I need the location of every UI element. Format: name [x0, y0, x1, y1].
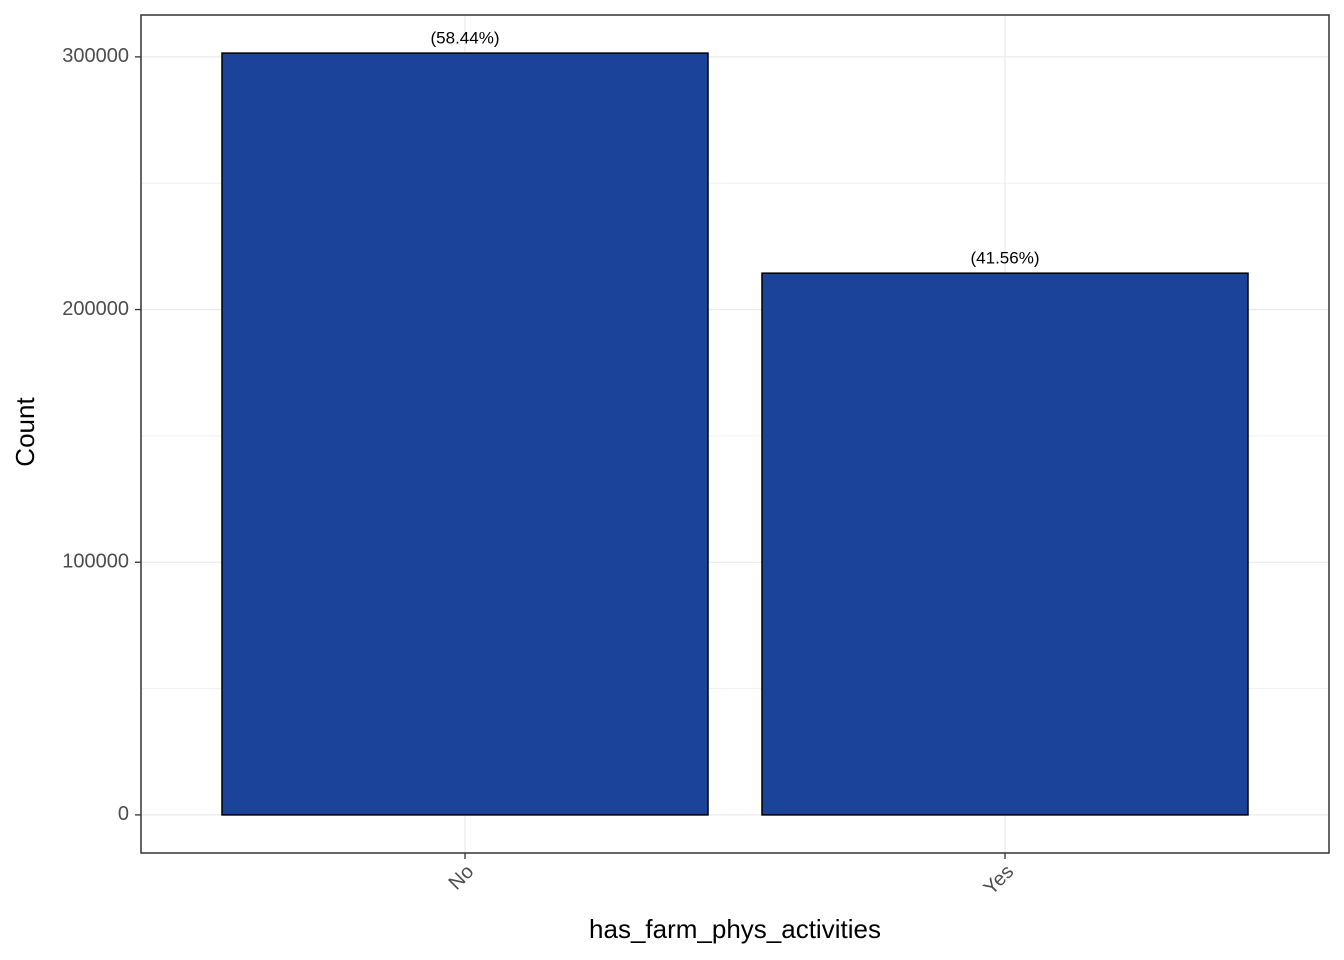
x-tick-label: No — [445, 861, 479, 895]
bar-label: (58.44%) — [431, 29, 500, 48]
bar-label: (41.56%) — [971, 249, 1040, 268]
y-tick-label: 200000 — [62, 298, 129, 320]
y-tick-label: 0 — [118, 803, 129, 825]
bar — [761, 272, 1249, 816]
y-tick-label: 100000 — [62, 551, 129, 573]
panel-border — [140, 14, 1330, 854]
bar — [221, 52, 709, 816]
x-tick-label: Yes — [980, 861, 1019, 900]
y-tick-label: 300000 — [62, 45, 129, 67]
x-axis-title: has_farm_phys_activities — [589, 914, 881, 944]
y-axis-title: Count — [10, 397, 40, 467]
